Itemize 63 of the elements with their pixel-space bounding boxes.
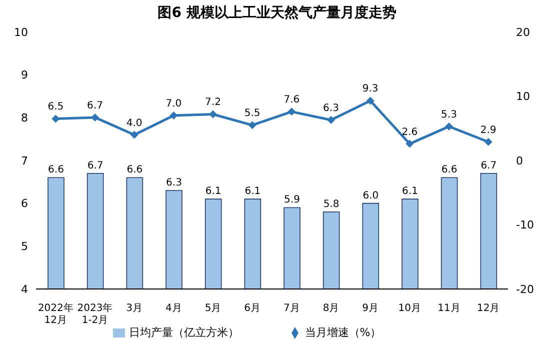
legend-label: 当月增速（%） [304,326,382,339]
y-tick-label: 5 [21,240,28,254]
data-label: 7.0 [166,98,182,110]
point [209,110,217,118]
y-tick-label: 6 [21,197,28,210]
data-label: 9.3 [362,84,378,95]
x-tick-label: 6月 [244,303,261,314]
chart-title: 图6 规模以上工业天然气产量月度走势 [156,4,398,23]
y-tick-label: 10 [14,26,28,39]
data-label: 2.9 [480,124,496,136]
data-label: 6.1 [205,186,222,198]
y-tick-label: 9 [21,68,28,82]
y2-tick-label: 10 [516,90,530,104]
data-label: 6.7 [480,160,497,172]
data-label: 5.8 [323,198,340,210]
point [130,130,138,139]
data-label: 5.5 [244,108,260,120]
y-tick-label: 8 [21,112,28,125]
x-tick-label: 12月 [476,303,500,314]
x-tick-label: 7月 [283,303,300,314]
point [91,113,99,122]
y-tick-label: 4 [21,282,28,296]
data-label: 6.7 [87,100,103,112]
point [406,140,414,148]
point [170,112,178,120]
x-tick-label: 11月 [438,303,460,314]
y-tick-label: 7 [21,154,28,168]
point [366,96,374,105]
data-label: 6.1 [244,186,261,198]
x-tick-label: 8月 [322,303,340,314]
y2-tick-label: 0 [516,154,523,168]
data-label: 6.6 [126,164,143,176]
data-label: 7.2 [205,97,221,108]
x-tick-label: 2023年 1-2月 [77,302,113,326]
x-tick-label: 3月 [126,303,143,314]
x-tick-label: 9月 [362,303,379,314]
data-label: 7.6 [284,94,300,106]
data-label: 6.1 [402,186,418,198]
y2-tick-label: -10 [516,218,534,232]
x-tick-label: 10月 [398,303,422,314]
data-label: 6.7 [87,160,104,172]
point [288,108,296,116]
legend-label: 日均产量（亿立方米） [128,326,239,339]
x-tick-label: 4月 [165,303,182,314]
x-tick-label: 2022年 12月 [38,302,74,326]
data-label: 6.6 [48,164,64,176]
data-label: 6.6 [441,164,458,176]
data-label: 6.0 [362,190,379,202]
data-label: 6.3 [323,103,339,114]
data-label: 6.5 [48,102,64,113]
data-label: 5.3 [441,109,457,120]
y2-tick-label: 20 [516,26,530,39]
point [484,138,492,146]
data-label: 2.6 [402,126,418,138]
x-tick-label: 5月 [204,303,222,314]
point [52,114,60,123]
point [327,116,335,124]
point [445,122,453,130]
data-label: 5.9 [284,194,300,206]
y2-tick-label: -20 [516,282,534,296]
point [248,121,256,130]
data-label: 6.3 [166,177,182,188]
data-label: 4.0 [126,118,142,129]
